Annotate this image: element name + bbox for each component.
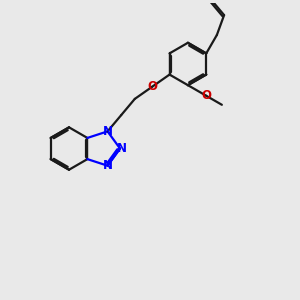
Text: O: O xyxy=(201,89,211,102)
Text: N: N xyxy=(117,142,128,155)
Text: O: O xyxy=(147,80,157,93)
Text: N: N xyxy=(103,125,113,138)
Text: N: N xyxy=(103,159,113,172)
